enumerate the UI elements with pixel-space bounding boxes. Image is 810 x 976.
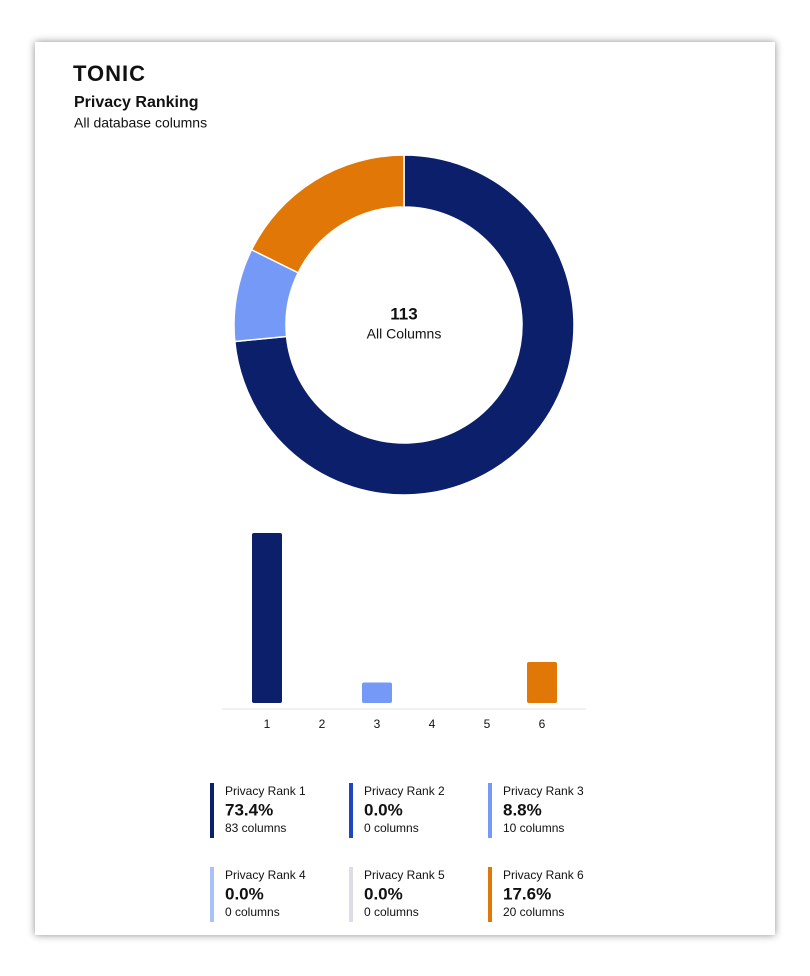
legend-count: 0 columns <box>364 821 419 835</box>
center-label: All Columns <box>367 326 442 342</box>
legend-share: 0.0% <box>364 800 403 819</box>
x-tick-label: 2 <box>319 717 326 731</box>
x-tick-label: 4 <box>429 717 436 731</box>
x-tick-label: 5 <box>484 717 491 731</box>
legend-count: 83 columns <box>225 821 286 835</box>
legend-count: 0 columns <box>364 905 419 919</box>
bar <box>362 682 392 703</box>
legend-swatch <box>349 783 353 838</box>
x-tick-label: 1 <box>264 717 271 731</box>
legend-count: 0 columns <box>225 905 280 919</box>
center-value: 113 <box>390 304 417 323</box>
legend-name: Privacy Rank 3 <box>503 784 584 798</box>
donut-slice <box>233 154 575 496</box>
legend-swatch <box>210 867 214 922</box>
bar <box>252 533 282 703</box>
title: Privacy Ranking <box>74 94 199 111</box>
bar <box>527 662 557 703</box>
x-tick-label: 3 <box>374 717 381 731</box>
logo: TONIC <box>73 61 146 86</box>
legend-name: Privacy Rank 5 <box>364 868 445 882</box>
donut-slice <box>250 154 405 274</box>
x-tick-label: 6 <box>539 717 546 731</box>
legend-share: 73.4% <box>225 800 273 819</box>
legend-count: 20 columns <box>503 905 564 919</box>
legend-name: Privacy Rank 6 <box>503 868 584 882</box>
legend-share: 8.8% <box>503 800 542 819</box>
legend-swatch <box>210 783 214 838</box>
legend-name: Privacy Rank 4 <box>225 868 306 882</box>
legend-name: Privacy Rank 1 <box>225 784 306 798</box>
legend-share: 0.0% <box>225 884 264 903</box>
subtitle: All database columns <box>74 115 207 131</box>
legend-name: Privacy Rank 2 <box>364 784 445 798</box>
legend-swatch <box>488 783 492 838</box>
legend-count: 10 columns <box>503 821 564 835</box>
legend-share: 0.0% <box>364 884 403 903</box>
legend-swatch <box>488 867 492 922</box>
legend-swatch <box>349 867 353 922</box>
legend-share: 17.6% <box>503 884 551 903</box>
